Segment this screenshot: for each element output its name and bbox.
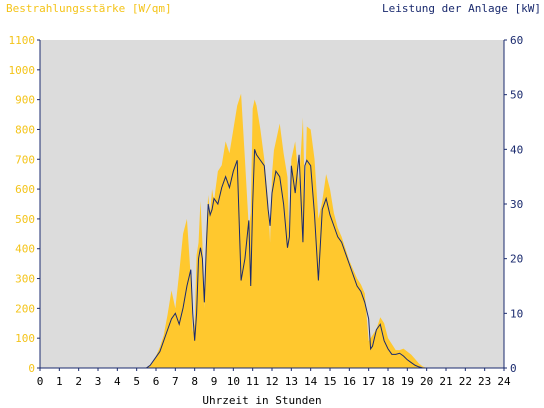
x-tick-label: 14 (304, 375, 318, 388)
left-axis-ticks: 0 100 200 300 400 500 600 700 800 900 1000 1100 (9, 34, 40, 375)
x-tick-label: 23 (478, 375, 491, 388)
x-tick-label: 17 (362, 375, 375, 388)
left-tick-label: 1100 (9, 34, 36, 47)
x-tick-label: 18 (381, 375, 394, 388)
right-tick-label: 0 (510, 362, 517, 375)
left-tick-label: 1000 (9, 64, 36, 77)
right-tick-label: 30 (510, 198, 523, 211)
x-axis-label: Uhrzeit in Stunden (202, 394, 321, 407)
x-tick-label: 2 (75, 375, 82, 388)
right-tick-label: 50 (510, 89, 523, 102)
x-tick-label: 10 (227, 375, 240, 388)
x-tick-label: 11 (246, 375, 259, 388)
x-tick-label: 6 (153, 375, 160, 388)
right-axis-ticks: 0 10 20 30 40 50 60 (504, 34, 523, 375)
x-tick-label: 13 (285, 375, 298, 388)
x-tick-label: 24 (497, 375, 511, 388)
x-tick-label: 20 (420, 375, 433, 388)
right-tick-label: 20 (510, 253, 523, 266)
left-axis-title: Bestrahlungsstärke [W/qm] (6, 2, 172, 15)
x-tick-label: 19 (401, 375, 414, 388)
left-tick-label: 800 (15, 123, 35, 136)
left-tick-label: 200 (15, 302, 35, 315)
right-tick-label: 10 (510, 307, 523, 320)
x-tick-label: 3 (95, 375, 102, 388)
x-axis-ticks: 0 1 2 3 4 5 6 7 8 9 10 11 12 13 14 15 16 17 18 19 20 21 22 23 24 (37, 368, 511, 388)
x-tick-label: 21 (439, 375, 452, 388)
x-tick-label: 15 (323, 375, 336, 388)
left-tick-label: 0 (28, 362, 35, 375)
x-tick-label: 7 (172, 375, 179, 388)
x-tick-label: 1 (56, 375, 63, 388)
x-tick-label: 5 (133, 375, 140, 388)
left-tick-label: 700 (15, 153, 35, 166)
right-tick-label: 40 (510, 143, 523, 156)
left-tick-label: 400 (15, 243, 35, 256)
left-tick-label: 300 (15, 273, 35, 286)
power-line (40, 149, 504, 369)
left-tick-label: 500 (15, 213, 35, 226)
left-tick-label: 100 (15, 332, 35, 345)
left-tick-label: 600 (15, 183, 35, 196)
x-tick-label: 9 (211, 375, 218, 388)
right-axis-title: Leistung der Anlage [kW] (382, 2, 541, 15)
x-tick-label: 22 (459, 375, 472, 388)
right-tick-label: 60 (510, 34, 523, 47)
left-tick-label: 900 (15, 94, 35, 107)
x-tick-label: 4 (114, 375, 121, 388)
x-tick-label: 0 (37, 375, 44, 388)
irradiance-area (40, 93, 504, 369)
x-tick-label: 12 (265, 375, 278, 388)
x-tick-label: 8 (191, 375, 198, 388)
x-tick-label: 16 (343, 375, 356, 388)
